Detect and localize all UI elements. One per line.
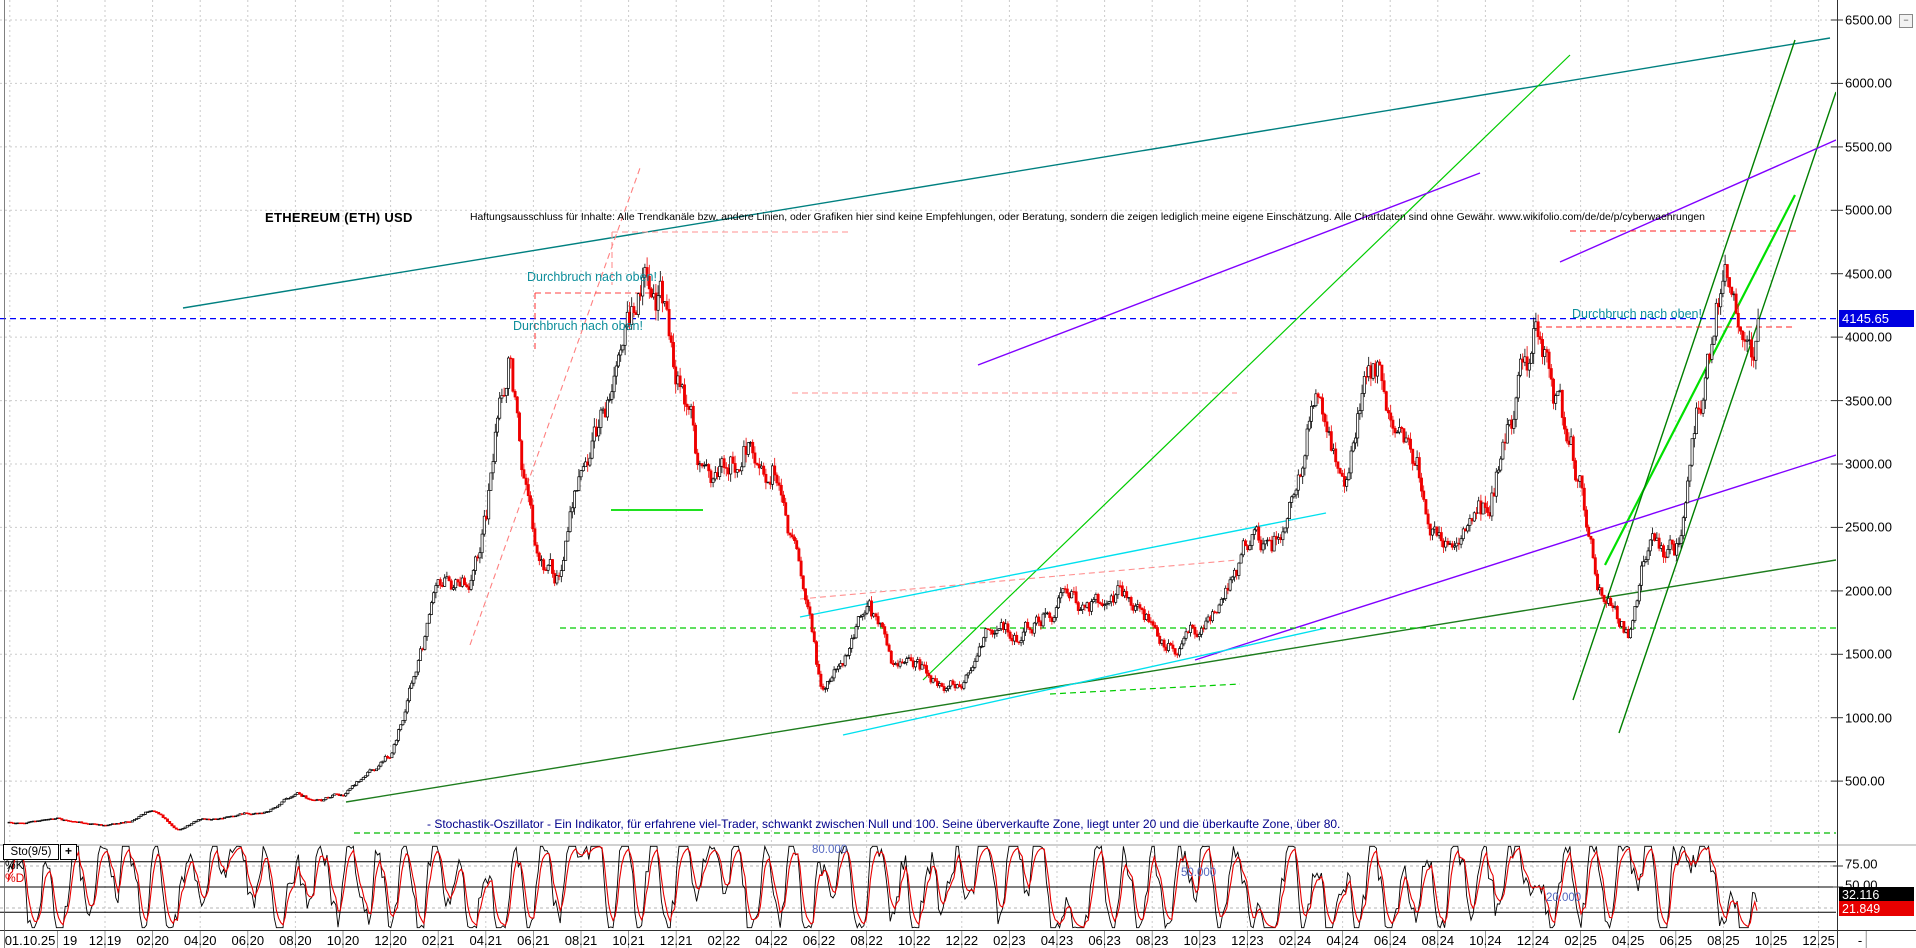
y-axis-label: 500.00 <box>1845 773 1885 789</box>
y-axis-label: 3500.00 <box>1845 393 1892 409</box>
x-axis-label: 10.24 <box>1469 933 1502 948</box>
x-axis-label: 02.21 <box>421 933 455 948</box>
y-axis-label: 3000.00 <box>1845 456 1892 472</box>
stochastic-k-value-tag: 32.116 <box>1839 887 1914 901</box>
x-axis-label: 12.20 <box>374 933 407 948</box>
y-axis-label: 6500.00 <box>1845 12 1892 28</box>
x-axis-label: 08.22 <box>850 933 883 948</box>
indicator-settings-button[interactable]: Sto(9/5) <box>3 844 59 860</box>
x-axis-label: 04.24 <box>1326 933 1359 948</box>
x-axis-label: 04.21 <box>469 933 503 948</box>
disclaimer-text: Haftungsausschluss für Inhalte: Alle Tre… <box>470 212 1705 223</box>
annotation-breakout-1: Durchbruch nach oben! <box>527 270 657 284</box>
x-axis-label: 02.20 <box>136 933 169 948</box>
x-axis-label: 10.23 <box>1183 933 1217 948</box>
x-axis-label: 06.22 <box>802 933 836 948</box>
x-axis-label: 08.25 <box>1707 933 1740 948</box>
y-axis-label: 4500.00 <box>1845 266 1892 282</box>
stochastic-k-legend: %K <box>5 858 24 872</box>
y-axis-label: 5000.00 <box>1845 202 1892 218</box>
y-axis-label: 5500.00 <box>1845 139 1892 155</box>
y-axis-label: 2000.00 <box>1845 583 1892 599</box>
collapse-panel-button[interactable]: − <box>1899 14 1913 28</box>
current-price-tag: 4145.65 <box>1839 310 1914 327</box>
stochastic-axis-label: 50.00 <box>1845 877 1878 893</box>
y-axis-label: 1000.00 <box>1845 710 1892 726</box>
x-axis-label: 06.24 <box>1373 933 1407 948</box>
x-axis-label: 04.20 <box>183 933 217 948</box>
x-axis-label: 10.22 <box>897 933 931 948</box>
x-axis-label: 04.22 <box>755 933 788 948</box>
annotation-breakout-3: Durchbruch nach oben! <box>1572 307 1702 321</box>
x-axis-label: 08.21 <box>564 933 598 948</box>
y-axis-label: 1500.00 <box>1845 646 1892 662</box>
y-axis-label: 2500.00 <box>1845 519 1892 535</box>
stochastic-d-value-tag: 21.849 <box>1839 901 1914 916</box>
stochastic-axis-label: 75.00 <box>1845 856 1878 872</box>
x-axis-label: 12.19 <box>88 933 122 948</box>
y-axis-label: 4000.00 <box>1845 329 1892 345</box>
x-axis-label: 04.25 <box>1611 933 1645 948</box>
x-axis-label: 08.24 <box>1421 933 1455 948</box>
x-axis-label: 06.20 <box>231 933 265 948</box>
stochastic-note: - Stochastik-Oszillator - Ein Indikator,… <box>427 817 1341 831</box>
x-axis-label: 08.23 <box>1135 933 1169 948</box>
x-axis-label: 12.25 <box>1802 933 1835 948</box>
x-axis-label: 02.23 <box>993 933 1026 948</box>
x-axis-label: 12.23 <box>1231 933 1264 948</box>
x-axis-label: 02.25 <box>1564 933 1597 948</box>
x-axis-label: 12.21 <box>659 933 693 948</box>
x-axis-label: 19 <box>62 933 78 948</box>
stochastic-level-label: 80.000 <box>812 844 848 856</box>
annotation-breakout-2: Durchbruch nach oben! <box>513 319 643 333</box>
x-axis-label: 02.24 <box>1278 933 1312 948</box>
x-axis-label: 04.23 <box>1040 933 1074 948</box>
x-axis-label: 10.25 <box>1754 933 1788 948</box>
x-axis-label: 06.25 <box>1659 933 1693 948</box>
x-axis-label: 08.20 <box>279 933 312 948</box>
x-axis-label: 01.10.25 <box>4 933 56 948</box>
x-axis-end-dash: - <box>1857 933 1863 948</box>
x-axis-label: 10.21 <box>612 933 645 948</box>
chart-title: ETHEREUM (ETH) USD <box>265 210 413 225</box>
stochastic-d-legend: %D <box>5 871 25 885</box>
stochastic-level-label: 50.000 <box>1181 867 1217 879</box>
x-axis-label: 02.22 <box>707 933 741 948</box>
add-indicator-button[interactable]: + <box>60 844 77 860</box>
y-axis-label: 6000.00 <box>1845 75 1892 91</box>
x-axis-label: 12.24 <box>1516 933 1550 948</box>
x-axis-label: 12.22 <box>945 933 979 948</box>
x-axis-label: 06.23 <box>1088 933 1121 948</box>
stochastic-level-label: 20.000 <box>1546 892 1582 904</box>
x-axis-label: 06.21 <box>517 933 550 948</box>
x-axis-label: 10.20 <box>326 933 360 948</box>
